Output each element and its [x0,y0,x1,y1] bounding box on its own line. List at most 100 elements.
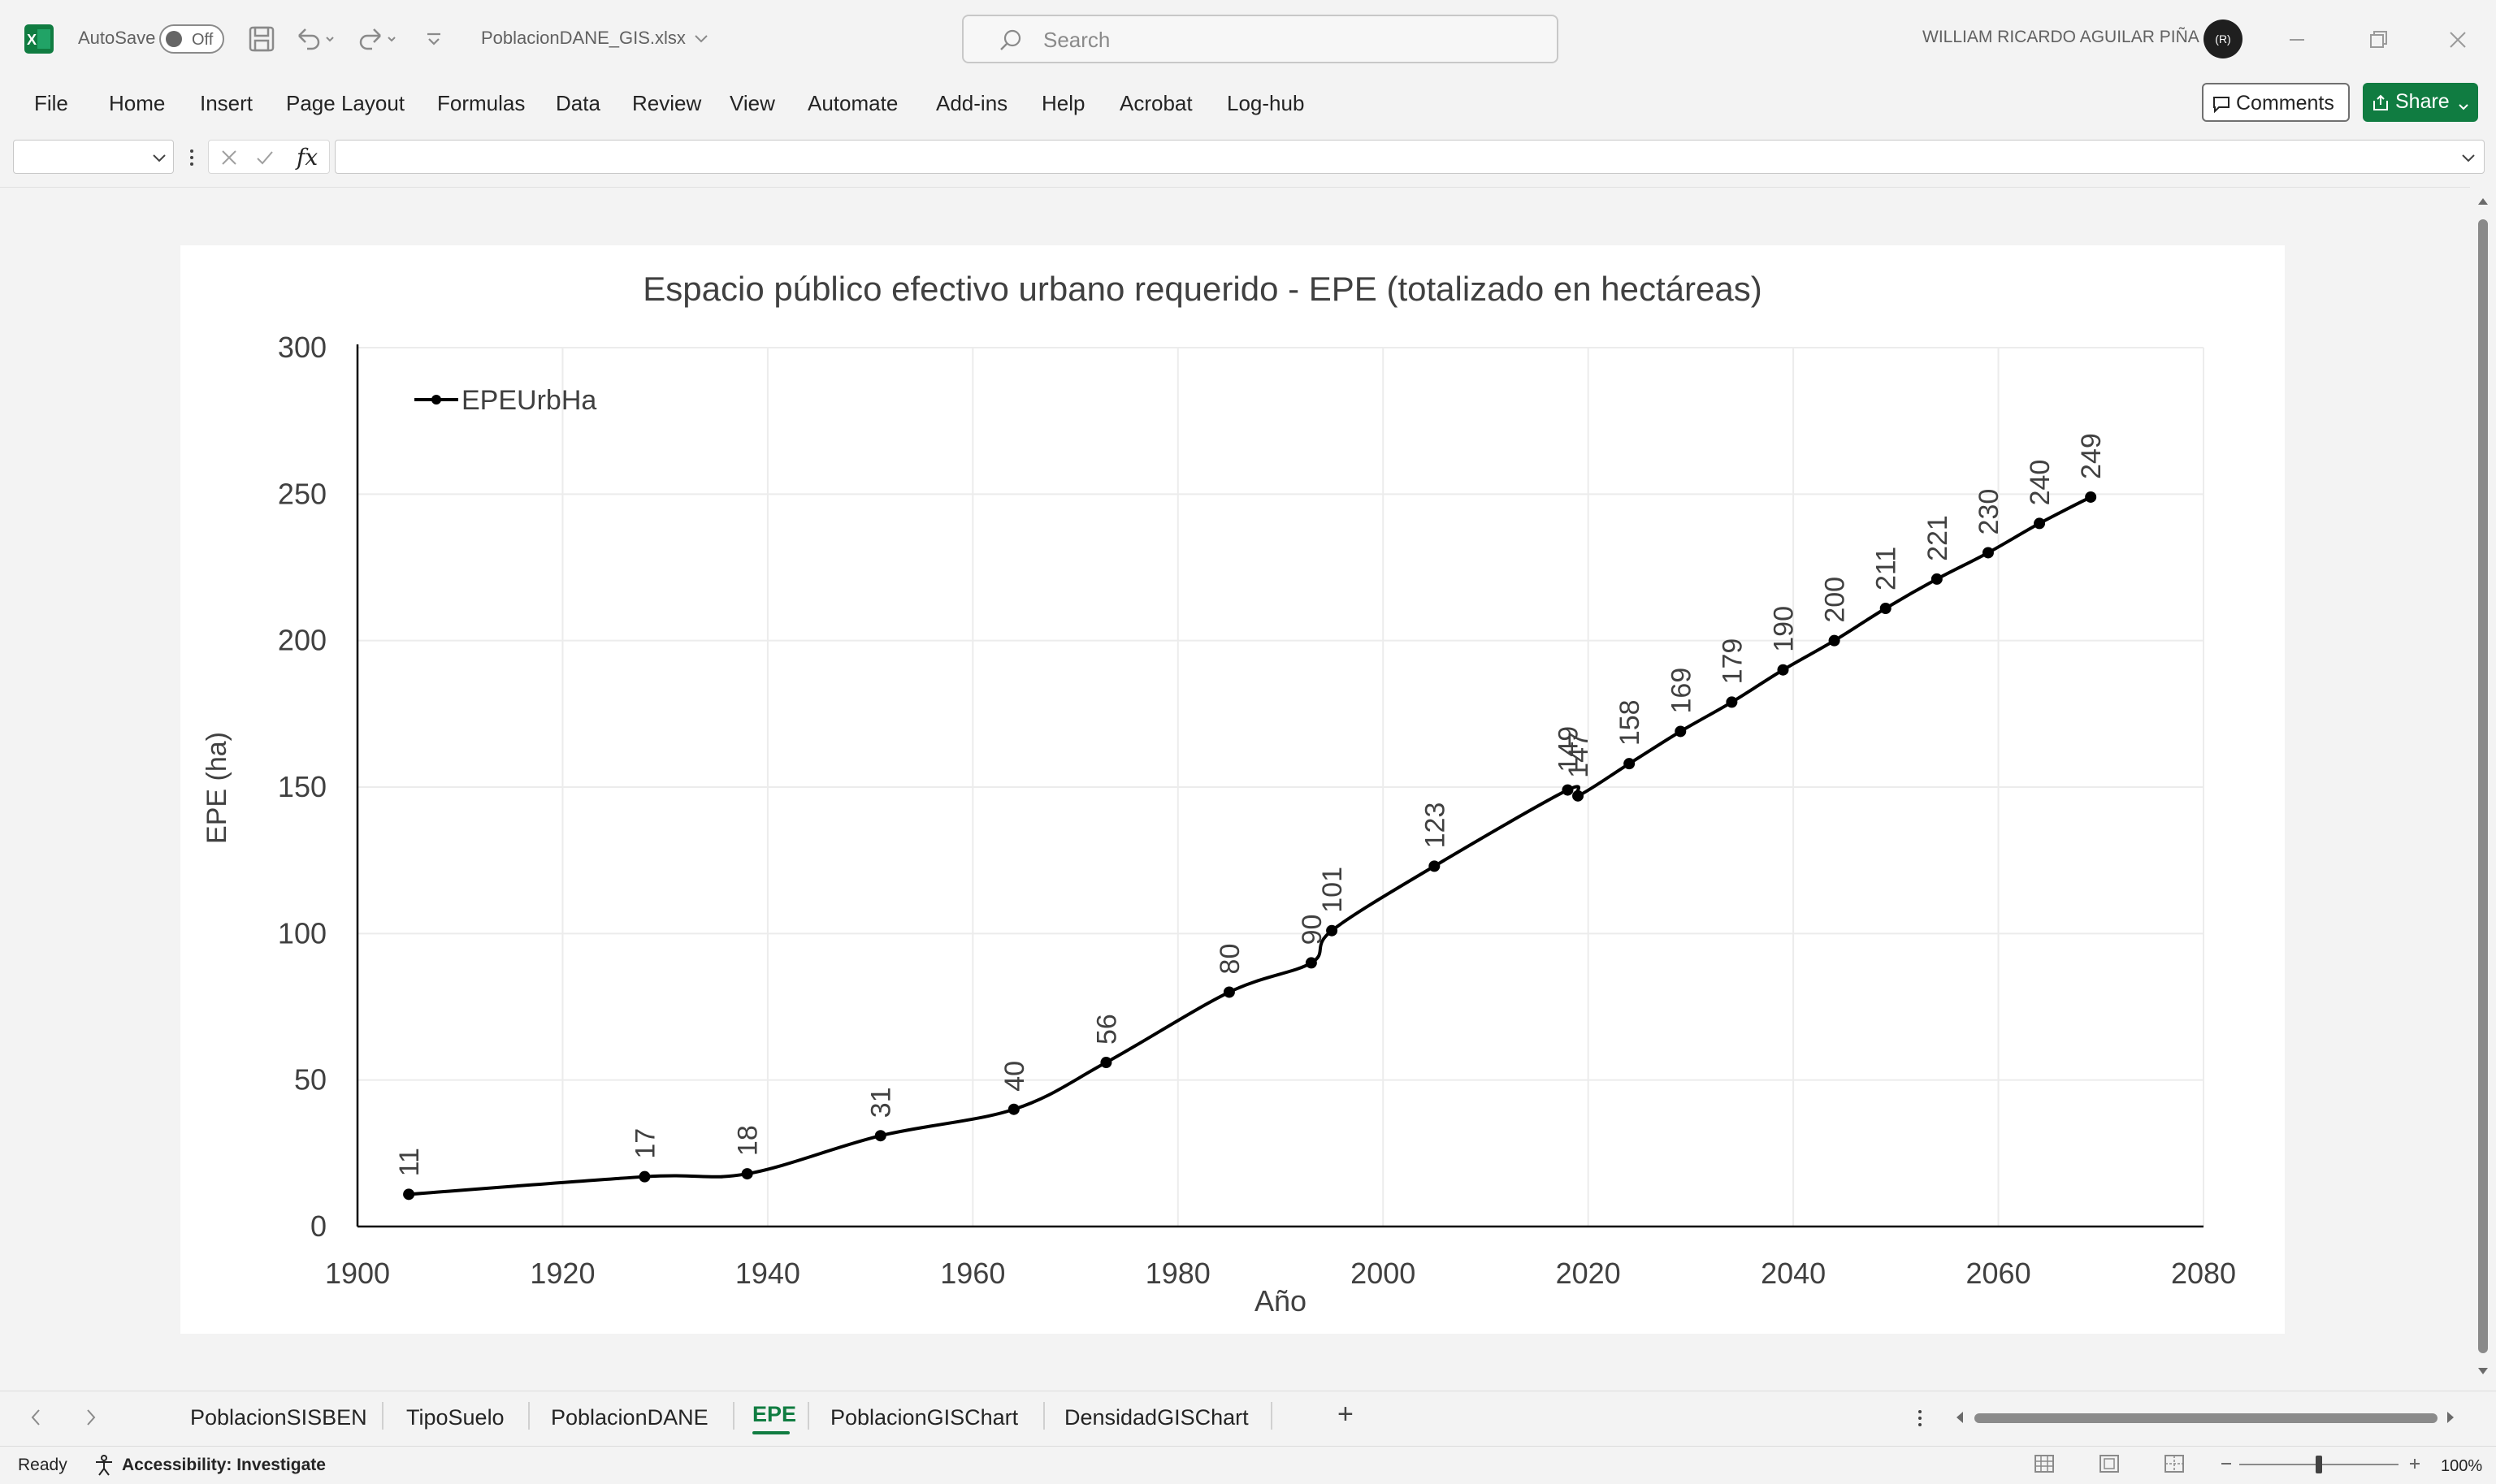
tab-data[interactable]: Data [556,91,600,115]
tab-insert[interactable]: Insert [200,91,254,115]
name-box-chevron-icon[interactable] [150,149,168,171]
sheet-tab-poblaciondane[interactable]: PoblacionDANE [551,1405,708,1430]
add-sheet-button[interactable]: + [1337,1399,1354,1430]
title-bar: X AutoSave Off PoblacionDANE_GIS.xlsx Se… [0,0,2496,78]
insert-function-icon[interactable]: fx [297,144,318,171]
tab-log-hub[interactable]: Log-hub [1227,91,1305,115]
data-point[interactable] [741,1168,753,1180]
data-label: 90 [1297,915,1328,945]
tab-add-ins[interactable]: Add-ins [936,91,1008,115]
tab-page-layout[interactable]: Page Layout [286,91,405,115]
autosave-toggle[interactable]: Off [159,24,224,54]
tab-acrobat[interactable]: Acrobat [1120,91,1193,115]
sheet-tab-densidadgischart[interactable]: DensidadGISChart [1064,1405,1249,1430]
data-point[interactable] [1100,1057,1112,1069]
scroll-up-icon[interactable] [2476,195,2490,210]
more-options-icon[interactable] [185,146,198,173]
scroll-down-icon[interactable] [2476,1366,2490,1382]
enter-icon[interactable] [254,147,275,172]
data-point[interactable] [1305,957,1317,969]
data-point[interactable] [1008,1103,1020,1115]
avatar[interactable]: (R) [2204,19,2242,58]
data-point[interactable] [1326,924,1338,937]
formula-actions: fx [208,140,330,174]
data-point[interactable] [1675,725,1687,738]
data-point[interactable] [1223,986,1235,998]
zoom-slider-thumb[interactable] [2316,1456,2322,1473]
data-label: 11 [394,1148,425,1176]
hscroll-right-icon[interactable] [2444,1410,2457,1429]
tab-prev-icon[interactable] [28,1407,46,1432]
file-name[interactable]: PoblacionDANE_GIS.xlsx [481,28,686,48]
tab-home[interactable]: Home [109,91,166,115]
data-point[interactable] [1930,573,1943,585]
data-point[interactable] [2085,491,2097,503]
tab-file[interactable]: File [34,91,68,115]
user-name[interactable]: WILLIAM RICARDO AGUILAR PIÑA [1922,28,2199,46]
data-point[interactable] [1777,664,1789,676]
page-layout-view-icon[interactable] [2098,1452,2121,1479]
data-point[interactable] [1428,860,1441,872]
search-placeholder: Search [1043,28,1111,52]
data-point[interactable] [1623,758,1636,770]
comments-label: Comments [2236,92,2334,115]
share-label: Share [2395,90,2450,113]
data-point[interactable] [1879,602,1892,614]
expand-formula-icon[interactable] [2459,149,2477,171]
sheet-tab-tiposuelo[interactable]: TipoSuelo [406,1405,505,1430]
close-icon[interactable] [2446,28,2470,56]
data-point[interactable] [1562,784,1574,796]
redo-icon[interactable] [354,24,398,58]
data-point[interactable] [1982,547,1994,559]
undo-icon[interactable] [292,24,336,58]
restore-icon[interactable] [2366,28,2390,56]
tab-review[interactable]: Review [632,91,702,115]
data-point[interactable] [1572,790,1584,802]
zoom-out-icon[interactable] [2218,1456,2234,1476]
chart[interactable]: Espacio público efectivo urbano requerid… [180,245,2285,1334]
tabs-options-icon[interactable] [1914,1407,1926,1434]
sheet-tab-epe[interactable]: EPE [752,1402,797,1426]
sheet-tab-poblaciongischart[interactable]: PoblacionGISChart [830,1405,1019,1430]
y-tick-label: 0 [310,1209,327,1243]
customize-toolbar-icon[interactable] [422,28,445,54]
hscroll-left-icon[interactable] [1953,1410,1966,1429]
vertical-scrollbar[interactable] [2470,187,2496,1391]
data-point[interactable] [874,1130,886,1142]
minimize-icon[interactable] [2285,28,2309,56]
tab-next-icon[interactable] [81,1407,99,1432]
name-box[interactable] [13,140,174,174]
scroll-thumb[interactable] [2478,219,2488,1353]
data-point[interactable] [1726,696,1738,708]
data-point[interactable] [639,1170,651,1183]
save-icon[interactable] [247,24,276,58]
data-point[interactable] [1828,634,1840,647]
tab-formulas[interactable]: Formulas [437,91,526,115]
page-break-view-icon[interactable] [2163,1452,2186,1479]
comments-button[interactable]: Comments [2202,83,2350,122]
legend[interactable]: EPEUrbHa [414,385,596,416]
y-tick-label: 200 [278,624,327,657]
x-tick-label: 1980 [1146,1257,1211,1290]
data-label: 149 [1553,726,1584,772]
formula-input[interactable] [335,140,2485,174]
legend-label: EPEUrbHa [462,385,596,416]
sheet-tab-poblacionsisben[interactable]: PoblacionSISBEN [190,1405,367,1430]
data-label: 179 [1717,638,1748,685]
tab-help[interactable]: Help [1042,91,1086,115]
tab-view[interactable]: View [730,91,775,115]
share-button[interactable]: Share [2363,83,2478,122]
accessibility-icon[interactable] [93,1454,115,1481]
data-label: 190 [1768,606,1799,652]
horizontal-scroll-thumb[interactable] [1974,1413,2438,1423]
data-point[interactable] [403,1188,415,1201]
accessibility-status[interactable]: Accessibility: Investigate [122,1456,326,1474]
normal-view-icon[interactable] [2033,1452,2056,1479]
zoom-in-icon[interactable] [2407,1456,2423,1476]
tab-automate[interactable]: Automate [808,91,899,115]
data-point[interactable] [2034,517,2046,530]
filename-chevron-icon[interactable] [692,29,710,51]
zoom-level[interactable]: 100% [2441,1457,2483,1475]
search-box[interactable]: Search [962,15,1558,63]
cancel-icon[interactable] [219,147,240,172]
